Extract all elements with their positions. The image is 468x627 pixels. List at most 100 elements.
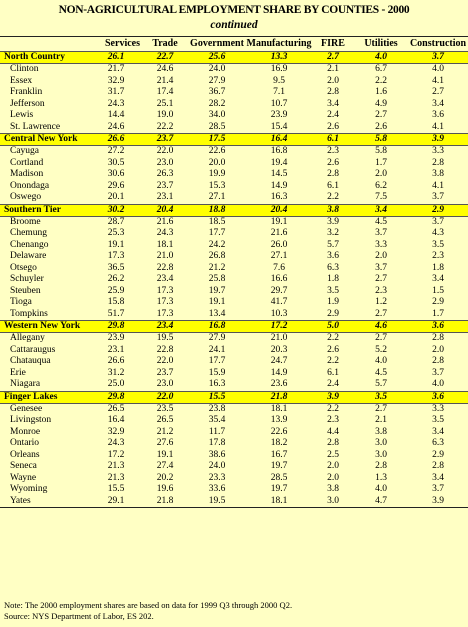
value-cell: 3.6 [432,321,444,331]
value-cell: 23.4 [156,274,174,284]
county-row: Delaware 17.3 21.0 26.8 27.1 3.6 2.0 2.3 [0,251,468,263]
row-label: Central New York [4,134,78,144]
value-cell: 2.7 [375,403,387,414]
value-cell: 29.6 [107,180,125,191]
value-cell: 21.8 [270,391,288,402]
row-label: Cattaraugus [10,344,56,355]
value-cell: 2.0 [375,169,387,179]
county-row: Jefferson 24.3 25.1 28.2 10.7 3.4 4.9 3.4 [0,99,468,111]
value-cell: 16.6 [270,274,288,284]
value-cell: 21.2 [208,262,226,273]
value-cell: 19.5 [156,333,174,343]
value-cell: 1.8 [327,274,339,284]
value-cell: 2.4 [327,379,339,389]
county-row: Monroe 32.9 21.2 11.7 22.6 4.4 3.8 3.4 [0,427,468,439]
value-cell: 3.3 [432,403,444,414]
value-cell: 3.6 [327,251,339,261]
value-cell: 19.1 [270,216,288,227]
value-cell: 23.5 [156,403,174,414]
value-cell: 23.0 [156,379,174,389]
county-row: Lewis 14.4 19.0 34.0 23.9 2.4 2.7 3.6 [0,110,468,122]
value-cell: 21.6 [270,228,288,238]
table-header: Services Trade Government Manufacturing … [0,37,468,51]
county-row: Tompkins 51.7 17.3 13.4 10.3 2.9 2.7 1.7 [0,309,468,321]
value-cell: 20.4 [270,204,288,215]
value-cell: 17.2 [107,449,125,460]
county-row: Orleans 17.2 19.1 38.6 16.7 2.5 3.0 2.9 [0,450,468,462]
row-label: Jefferson [10,98,45,109]
county-row: Chemung 25.3 24.3 17.7 21.6 3.2 3.7 4.3 [0,228,468,240]
value-cell: 2.0 [375,251,387,261]
county-row: Chenango 19.1 18.1 24.2 26.0 5.7 3.3 3.5 [0,240,468,252]
value-cell: 15.8 [107,297,125,307]
value-cell: 19.7 [208,285,226,296]
value-cell: 51.7 [107,308,125,319]
header-cell: Manufacturing [246,38,312,49]
value-cell: 1.8 [432,262,444,273]
value-cell: 25.9 [107,285,125,296]
row-label: Allegany [10,333,45,343]
row-label: Southern Tier [4,204,61,215]
value-cell: 1.7 [375,157,387,168]
row-label: Steuben [10,285,41,296]
value-cell: 4.7 [375,495,387,506]
value-cell: 19.5 [208,495,226,506]
value-cell: 25.3 [107,228,125,238]
value-cell: 20.4 [156,204,174,215]
value-cell: 32.9 [107,75,125,86]
value-cell: 16.3 [208,379,226,389]
value-cell: 1.3 [375,472,387,483]
value-cell: 2.2 [327,403,339,414]
value-cell: 27.1 [208,192,226,202]
row-label: Delaware [10,251,47,261]
page-title: NON-AGRICULTURAL EMPLOYMENT SHARE BY COU… [58,4,410,16]
value-cell: 4.1 [432,180,444,191]
value-cell: 2.7 [432,87,444,97]
county-row: Erie 31.2 23.7 15.9 14.9 6.1 4.5 3.7 [0,368,468,380]
row-label: Orleans [10,449,40,460]
value-cell: 28.7 [107,216,125,227]
value-cell: 2.7 [375,110,387,120]
value-cell: 2.7 [375,333,387,343]
value-cell: 3.8 [327,484,339,494]
value-cell: 17.3 [156,285,174,296]
row-label: Seneca [10,461,37,471]
value-cell: 3.9 [432,495,444,506]
value-cell: 2.8 [327,438,339,448]
value-cell: 17.7 [208,356,226,366]
value-cell: 2.0 [327,75,339,86]
value-cell: 23.7 [156,134,174,144]
value-cell: 17.3 [156,297,174,307]
value-cell: 22.0 [156,356,174,366]
header-cell [0,37,90,51]
value-cell: 19.0 [156,110,174,120]
row-label: Genesee [10,403,43,414]
value-cell: 24.6 [107,121,125,132]
row-label: Cayuga [10,146,40,156]
value-cell: 19.1 [156,449,174,460]
value-cell: 38.6 [208,449,226,460]
county-row: Tioga 15.8 17.3 19.1 41.7 1.9 1.2 2.9 [0,297,468,309]
county-row: Essex 32.9 21.4 27.9 9.5 2.0 2.2 4.1 [0,76,468,88]
row-label: Livingston [10,415,52,425]
row-label: North Country [4,52,65,62]
value-cell: 3.4 [432,472,444,483]
value-cell: 3.7 [432,52,444,62]
row-label: Schuyler [10,274,44,284]
value-cell: 26.0 [270,239,288,250]
value-cell: 4.5 [375,216,387,227]
value-cell: 14.5 [270,169,288,179]
value-cell: 22.2 [156,121,174,132]
value-cell: 2.3 [375,285,387,296]
value-cell: 10.7 [270,98,288,109]
value-cell: 4.0 [375,52,387,62]
value-cell: 3.0 [375,449,387,460]
value-cell: 23.3 [208,472,226,483]
value-cell: 16.7 [270,449,288,460]
value-cell: 15.9 [208,367,226,378]
value-cell: 2.6 [327,157,339,168]
value-cell: 4.0 [432,64,444,74]
value-cell: 27.4 [156,461,174,471]
value-cell: 5.8 [375,134,387,144]
value-cell: 26.2 [107,274,125,284]
